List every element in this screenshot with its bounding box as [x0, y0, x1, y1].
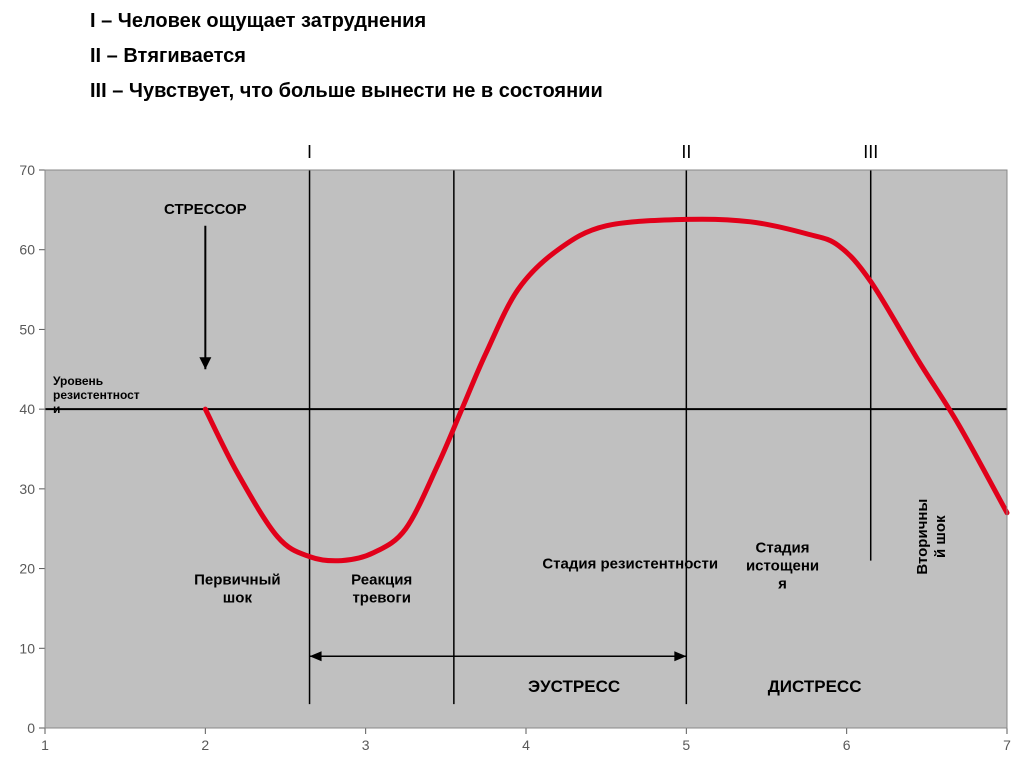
stressor-label: СТРЕССОР [164, 201, 247, 218]
phase-marker: II [681, 142, 691, 162]
y-tick-label: 50 [19, 321, 35, 337]
resistance-label-1: Уровень [53, 374, 103, 388]
stage-label: Стадия [756, 540, 810, 557]
resistance-label-3: и [53, 402, 60, 416]
resistance-label-2: резистентност [53, 388, 140, 402]
svg-text:Вторичны: Вторичны [914, 499, 931, 575]
x-tick-label: 3 [362, 737, 370, 753]
stress-type-label: ДИСТРЕСС [768, 677, 862, 696]
stage-label: я [778, 576, 787, 593]
heading-3: III – Чувствует, что больше вынести не в… [90, 80, 603, 103]
y-tick-label: 30 [19, 481, 35, 497]
headings: I – Человек ощущает затруднения II – Втя… [90, 10, 603, 115]
x-tick-label: 6 [843, 737, 851, 753]
y-tick-label: 40 [19, 401, 35, 417]
phase-marker: III [863, 142, 878, 162]
heading-2: II – Втягивается [90, 45, 603, 68]
phase-marker: I [307, 142, 312, 162]
stage-label: Стадия резистентности [542, 556, 718, 573]
plot-bg [45, 170, 1007, 728]
y-tick-label: 20 [19, 561, 35, 577]
stage-label: шок [223, 590, 253, 607]
stress-chart: 0102030405060701234567IIIIIIСТРЕССОРУров… [0, 0, 1024, 767]
heading-1: I – Человек ощущает затруднения [90, 10, 603, 33]
stress-type-label: ЭУСТРЕСС [528, 677, 620, 696]
x-tick-label: 4 [522, 737, 530, 753]
y-tick-label: 0 [27, 720, 35, 736]
stage-label: истощени [746, 558, 819, 575]
stage-label: Первичный [194, 572, 281, 589]
y-tick-label: 10 [19, 640, 35, 656]
x-tick-label: 7 [1003, 737, 1011, 753]
x-tick-label: 1 [41, 737, 49, 753]
stage-label: тревоги [352, 590, 411, 607]
y-tick-label: 70 [19, 162, 35, 178]
page: I – Человек ощущает затруднения II – Втя… [0, 0, 1024, 767]
svg-text:й шок: й шок [932, 515, 949, 558]
y-tick-label: 60 [19, 242, 35, 258]
stage-label: Реакция [351, 572, 412, 589]
x-tick-label: 5 [682, 737, 690, 753]
x-tick-label: 2 [201, 737, 209, 753]
